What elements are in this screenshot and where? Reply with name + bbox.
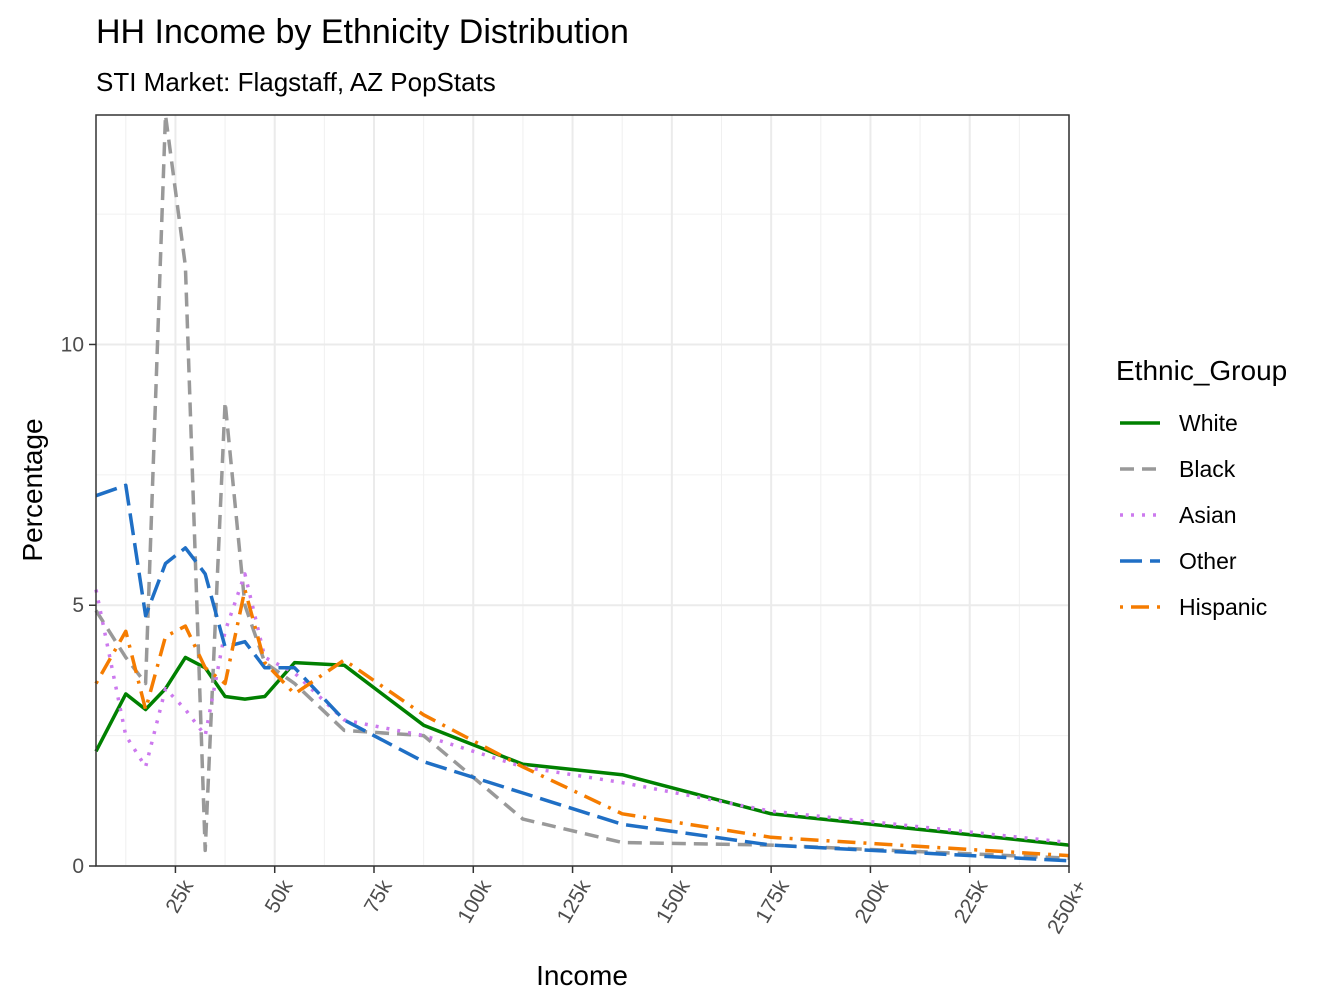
x-tick-label: 125k [553, 876, 596, 927]
chart-title: HH Income by Ethnicity Distribution [96, 13, 629, 51]
y-axis-title: Percentage [17, 418, 48, 561]
series-lines [94, 113, 1070, 863]
y-tick-label: 0 [72, 855, 84, 878]
x-tick-label: 150k [652, 876, 695, 927]
series-line-white [94, 655, 1070, 847]
plot-panel-border [95, 114, 1070, 867]
legend-label-white: White [1179, 410, 1238, 436]
legend: Ethnic_Group White Black Asian Other Hispani… [1116, 355, 1287, 620]
x-tick-label: 50k [261, 876, 298, 917]
legend-label-hispanic: Hispanic [1179, 594, 1267, 620]
series-line-black [94, 113, 1070, 860]
y-tick-label: 10 [61, 333, 84, 356]
x-axis-title: Income [536, 960, 628, 991]
x-tick-label: 200k [851, 876, 894, 927]
grid [96, 115, 1070, 867]
legend-label-asian: Asian [1179, 502, 1237, 528]
series-line-other [95, 483, 1070, 863]
x-tick-label: 25k [161, 876, 198, 917]
y-tick-label: 5 [72, 594, 84, 617]
legend-title: Ethnic_Group [1116, 355, 1287, 386]
series-line-hispanic [94, 587, 1070, 858]
x-tick-label: 225k [950, 876, 993, 927]
legend-label-other: Other [1179, 548, 1237, 574]
legend-label-black: Black [1179, 456, 1236, 482]
series-line-asian [94, 572, 1070, 845]
x-tick-label: 250k+ [1043, 876, 1092, 938]
x-tick-label: 175k [751, 876, 794, 927]
x-tick-label: 75k [360, 876, 397, 917]
x-tick-label: 100k [453, 876, 496, 927]
chart-subtitle: STI Market: Flagstaff, AZ PopStats [96, 67, 496, 97]
